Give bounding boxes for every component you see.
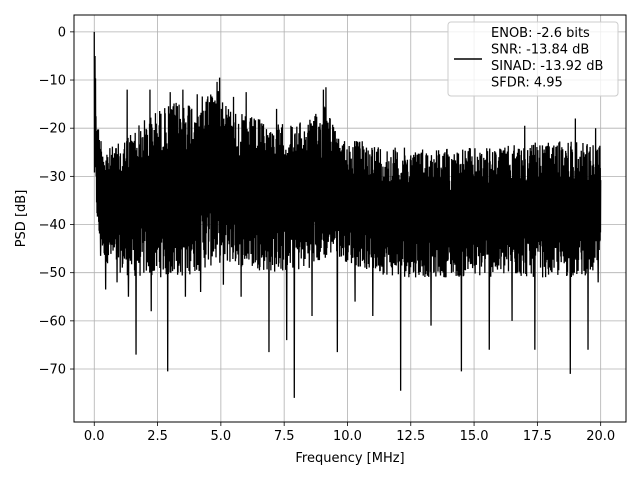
x-tick-label: 20.0 bbox=[586, 429, 615, 444]
plot-area bbox=[93, 31, 602, 398]
y-axis-ticks: 0 −10 −20 −30 −40 −50 −60 −70 bbox=[39, 25, 74, 378]
legend: ENOB: -2.6 bits SNR: -13.84 dB SINAD: -1… bbox=[447, 21, 619, 97]
psd-series-line bbox=[93, 31, 602, 398]
x-tick-label: 10.0 bbox=[333, 429, 362, 444]
legend-snr: SNR: -13.84 dB bbox=[491, 43, 589, 58]
y-axis-label: PSD [dB] bbox=[14, 190, 29, 248]
legend-enob: ENOB: -2.6 bits bbox=[491, 26, 590, 41]
x-tick-label: 0.0 bbox=[84, 429, 105, 444]
legend-box bbox=[447, 21, 619, 97]
y-tick-label: −40 bbox=[39, 218, 66, 233]
x-tick-label: 2.5 bbox=[147, 429, 168, 444]
x-axis-ticks: 0.0 2.5 5.0 7.5 10.0 12.5 15.0 17.5 20.0 bbox=[84, 422, 615, 444]
y-tick-label: −70 bbox=[39, 363, 66, 378]
y-tick-label: 0 bbox=[58, 25, 66, 40]
y-tick-label: −60 bbox=[39, 314, 66, 329]
axes-frame bbox=[73, 14, 627, 423]
y-tick-label: −10 bbox=[39, 74, 66, 89]
legend-sinad: SINAD: -13.92 dB bbox=[491, 59, 603, 74]
x-axis-label: Frequency [MHz] bbox=[295, 451, 404, 466]
y-tick-label: −20 bbox=[39, 122, 66, 137]
y-tick-label: −50 bbox=[39, 266, 66, 281]
x-tick-label: 7.5 bbox=[274, 429, 295, 444]
legend-sfdr: SFDR: 4.95 bbox=[491, 76, 563, 91]
x-tick-label: 17.5 bbox=[523, 429, 552, 444]
x-tick-label: 5.0 bbox=[211, 429, 232, 444]
y-tick-label: −30 bbox=[39, 170, 66, 185]
x-tick-label: 15.0 bbox=[460, 429, 489, 444]
x-tick-label: 12.5 bbox=[396, 429, 425, 444]
